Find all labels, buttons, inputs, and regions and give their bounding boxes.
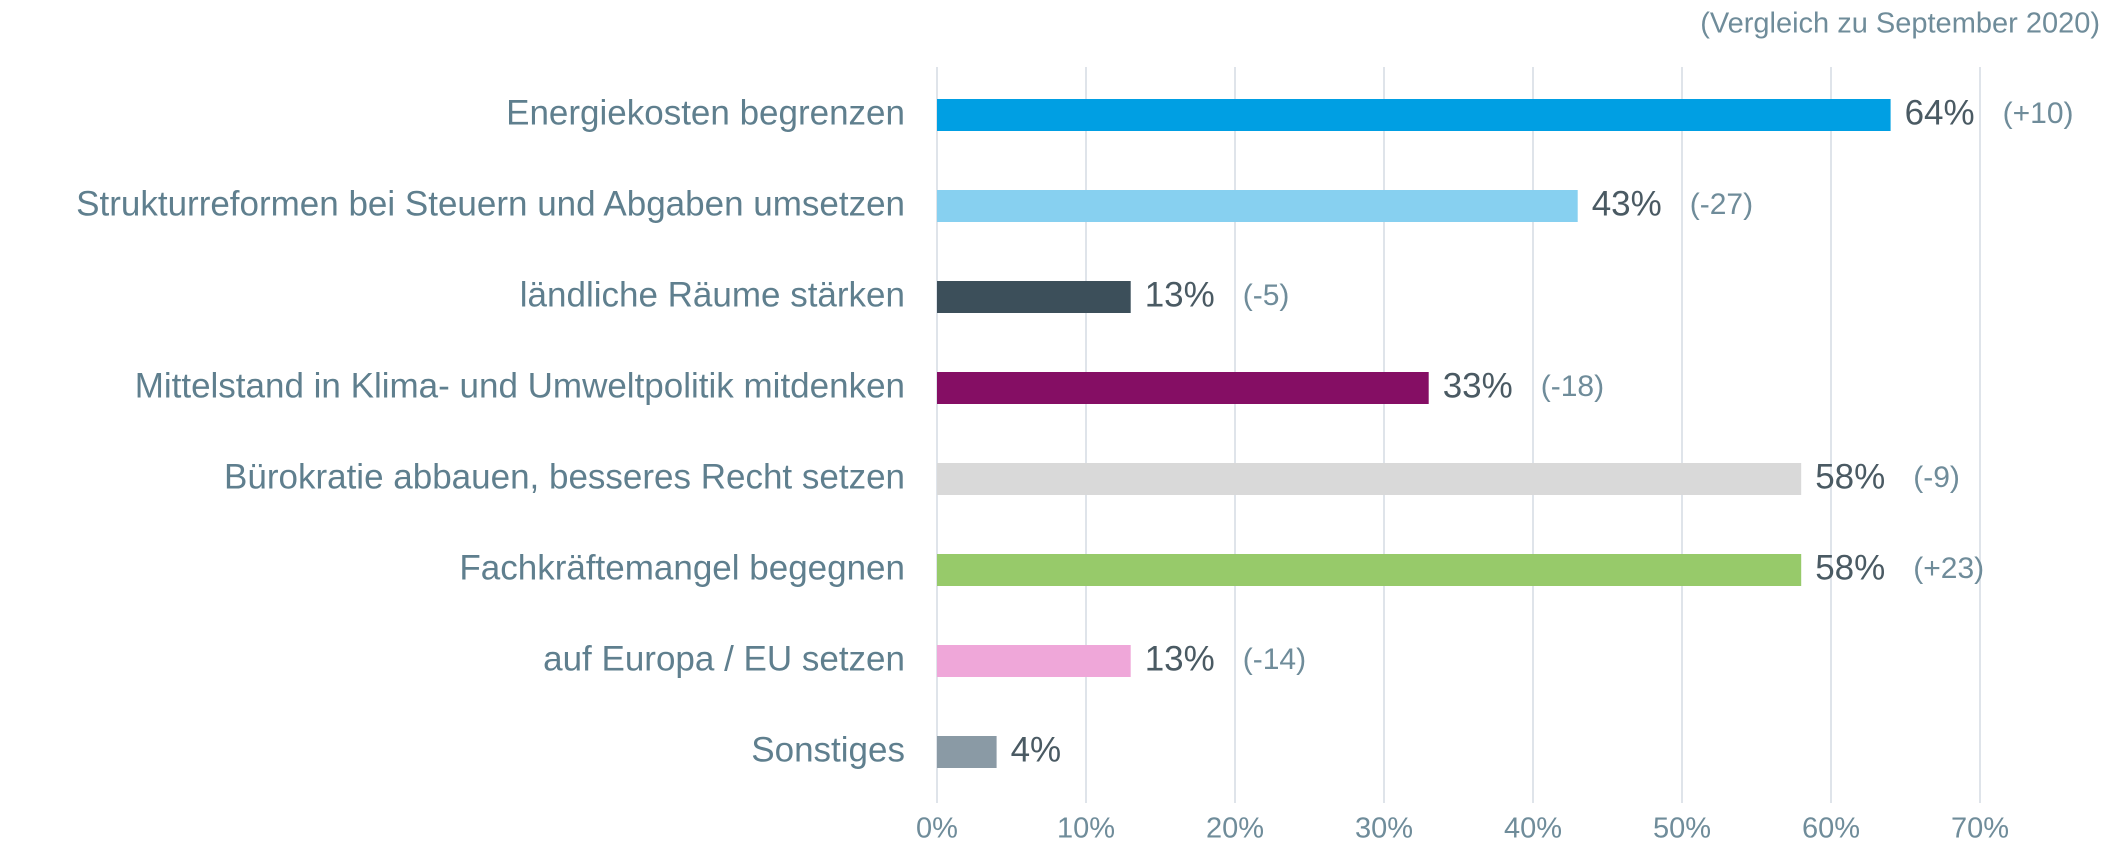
- value-label: 13%: [1145, 639, 1215, 678]
- x-tick-label: 20%: [1206, 813, 1264, 845]
- change-label: (-14): [1243, 643, 1306, 676]
- bar: [937, 99, 1891, 131]
- value-label: 58%: [1815, 548, 1885, 587]
- x-tick-label: 30%: [1355, 813, 1413, 845]
- bar: [937, 736, 997, 768]
- value-label: 4%: [1011, 730, 1062, 769]
- bar: [937, 372, 1429, 404]
- x-tick-label: 50%: [1653, 813, 1711, 845]
- category-label: Fachkräftemangel begegnen: [459, 548, 905, 587]
- change-label: (+23): [1913, 552, 1984, 585]
- category-label: ländliche Räume stärken: [520, 275, 905, 314]
- change-label: (-5): [1243, 279, 1290, 312]
- bar: [937, 463, 1802, 495]
- x-tick-label: 40%: [1504, 813, 1562, 845]
- bar: [937, 190, 1578, 222]
- x-tick-label: 70%: [1951, 813, 2009, 845]
- category-label: Mittelstand in Klima- und Umweltpolitik …: [135, 366, 905, 405]
- x-tick-label: 0%: [916, 813, 958, 845]
- value-label: 58%: [1815, 457, 1885, 496]
- value-label: 43%: [1592, 184, 1662, 223]
- category-label: auf Europa / EU setzen: [543, 639, 905, 678]
- change-label: (-18): [1541, 370, 1604, 403]
- x-tick-label: 10%: [1057, 813, 1115, 845]
- x-tick-label: 60%: [1802, 813, 1860, 845]
- bar: [937, 645, 1131, 677]
- category-label: Sonstiges: [751, 730, 905, 769]
- chart-subtitle: (Vergleich zu September 2020): [1700, 8, 2100, 40]
- category-label: Energiekosten begrenzen: [506, 93, 905, 132]
- value-label: 64%: [1905, 93, 1975, 132]
- change-label: (-27): [1690, 188, 1753, 221]
- bar: [937, 281, 1131, 313]
- category-label: Strukturreformen bei Steuern und Abgaben…: [76, 184, 905, 223]
- bar: [937, 554, 1802, 586]
- change-label: (-9): [1913, 461, 1960, 494]
- value-label: 33%: [1443, 366, 1513, 405]
- category-label: Bürokratie abbauen, besseres Recht setze…: [224, 457, 905, 496]
- change-label: (+10): [2003, 97, 2074, 130]
- value-label: 13%: [1145, 275, 1215, 314]
